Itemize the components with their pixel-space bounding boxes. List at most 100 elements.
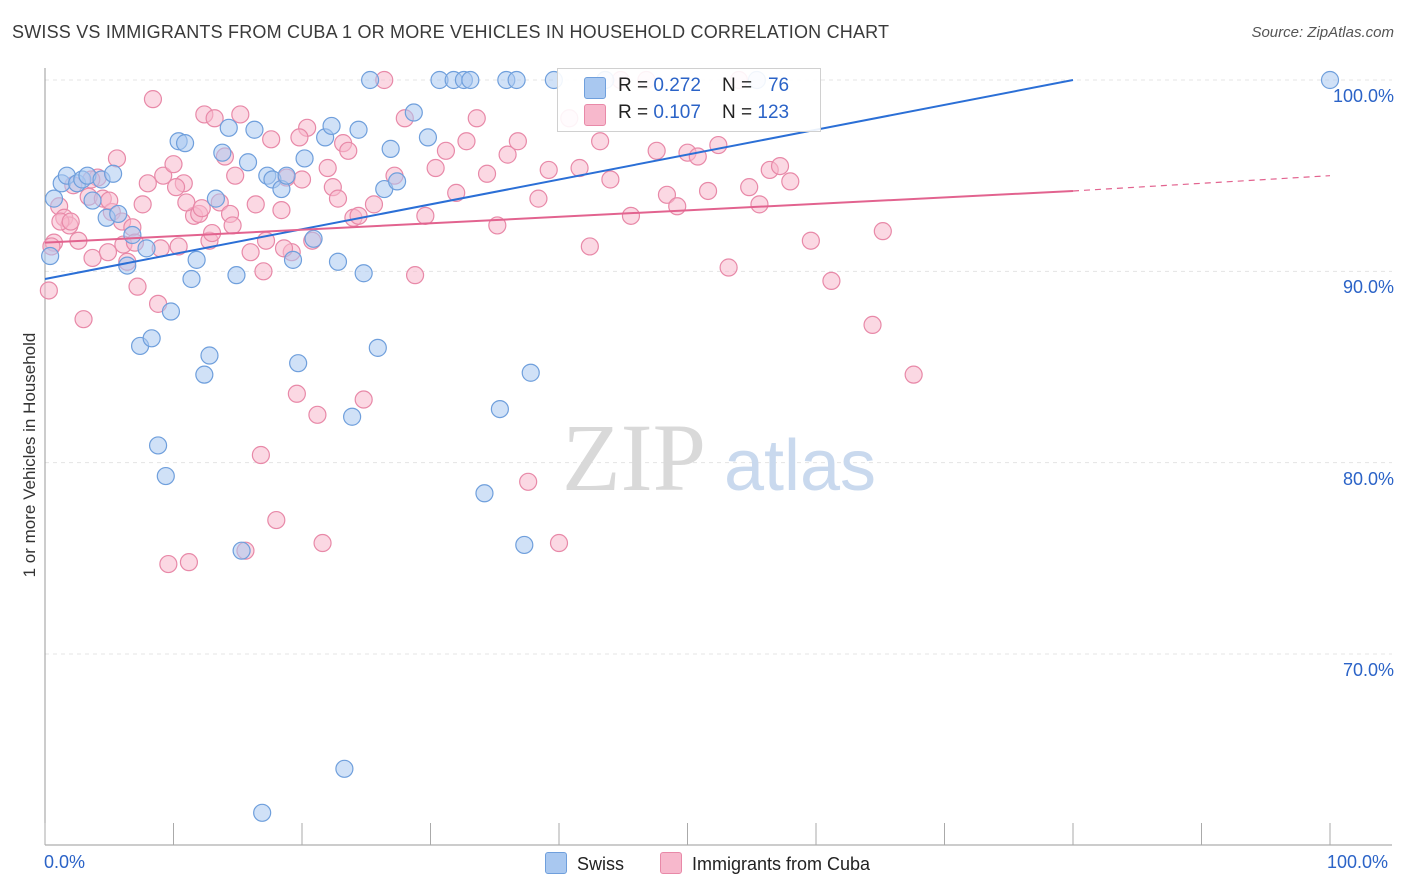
cuba-point bbox=[601, 170, 620, 189]
swiss-point bbox=[182, 269, 201, 289]
cuba-point bbox=[328, 189, 348, 208]
swiss-point bbox=[156, 466, 175, 486]
swiss-point bbox=[123, 225, 142, 245]
swiss-point bbox=[475, 484, 494, 503]
cuba-point bbox=[98, 243, 118, 262]
cuba-point bbox=[251, 445, 270, 465]
swiss-point bbox=[304, 229, 323, 248]
swiss-point bbox=[490, 399, 509, 419]
cuba-point bbox=[164, 155, 183, 174]
cuba-point bbox=[349, 206, 368, 225]
swiss-point bbox=[213, 143, 232, 162]
cuba-point bbox=[477, 164, 497, 183]
swiss-point bbox=[232, 541, 251, 560]
cuba-point bbox=[318, 158, 337, 178]
swiss-point bbox=[361, 70, 380, 90]
swiss-point bbox=[187, 250, 206, 269]
watermark-atlas: atlas bbox=[724, 426, 876, 506]
legend-item-swiss[interactable]: Swiss bbox=[545, 852, 624, 875]
cuba-point bbox=[719, 258, 738, 277]
swatch-cuba bbox=[660, 852, 682, 874]
n-value-swiss: 76 bbox=[767, 75, 790, 96]
cuba-point bbox=[292, 170, 312, 189]
n-label: N = bbox=[722, 75, 758, 96]
swiss-point bbox=[343, 407, 362, 426]
cuba-point bbox=[169, 237, 188, 256]
cuba-point bbox=[647, 141, 666, 160]
cuba-point bbox=[128, 277, 147, 296]
r-value-cuba: 0.107 bbox=[653, 102, 701, 123]
swatch-swiss bbox=[545, 852, 567, 874]
cuba-point bbox=[308, 405, 327, 424]
swiss-point bbox=[206, 189, 226, 208]
cuba-point bbox=[143, 90, 163, 109]
trend-line-cuba-extension bbox=[1072, 175, 1331, 192]
cuba-point bbox=[436, 141, 456, 160]
swiss-point bbox=[219, 118, 238, 137]
cuba-point bbox=[287, 384, 306, 403]
swatch-cuba bbox=[584, 104, 606, 126]
swiss-point bbox=[387, 172, 407, 191]
cuba-point bbox=[107, 149, 127, 168]
cuba-point bbox=[39, 281, 58, 300]
swiss-point bbox=[227, 266, 246, 285]
cuba-point bbox=[498, 145, 517, 164]
swiss-point bbox=[137, 239, 156, 258]
cuba-point bbox=[138, 174, 157, 193]
cuba-point bbox=[133, 195, 152, 214]
swiss-point bbox=[322, 116, 341, 136]
swiss-point bbox=[295, 149, 314, 168]
cuba-point bbox=[580, 237, 599, 256]
cuba-point bbox=[467, 109, 486, 128]
swiss-point bbox=[148, 436, 168, 455]
swiss-point bbox=[195, 365, 214, 384]
cuba-point bbox=[539, 160, 558, 180]
cuba-point bbox=[529, 189, 548, 208]
swiss-point bbox=[44, 189, 64, 208]
cuba-point bbox=[822, 271, 841, 290]
swiss-point bbox=[381, 139, 400, 158]
cuba-point bbox=[549, 533, 569, 553]
swiss-point bbox=[238, 153, 258, 172]
swiss-point bbox=[507, 70, 526, 90]
cuba-point bbox=[354, 390, 373, 409]
swiss-point bbox=[109, 204, 128, 224]
y-tick-label: 90.0% bbox=[1342, 277, 1394, 298]
cuba-point bbox=[192, 199, 211, 218]
cuba-point bbox=[416, 206, 435, 225]
y-tick-label: 70.0% bbox=[1342, 660, 1394, 680]
cuba-point bbox=[750, 195, 769, 214]
cuba-point bbox=[74, 310, 93, 329]
swiss-point bbox=[461, 70, 480, 90]
cuba-point bbox=[159, 554, 178, 574]
cuba-point bbox=[508, 132, 527, 151]
cuba-point bbox=[740, 178, 759, 197]
watermark-zip: ZIP bbox=[562, 404, 706, 511]
cuba-point bbox=[61, 212, 80, 231]
swiss-point bbox=[253, 803, 272, 822]
y-tick-label: 80.0% bbox=[1342, 468, 1394, 489]
cuba-point bbox=[179, 553, 199, 572]
legend-label-cuba: Immigrants from Cuba bbox=[692, 854, 871, 874]
cuba-point bbox=[290, 128, 309, 147]
r-value-swiss: 0.272 bbox=[653, 75, 701, 96]
legend-item-cuba[interactable]: Immigrants from Cuba bbox=[660, 852, 870, 875]
stats-legend: R = 0.272 N = 76 R = 0.107 N = 123 bbox=[557, 68, 821, 132]
cuba-point bbox=[364, 195, 384, 214]
swiss-point bbox=[335, 759, 354, 778]
swiss-point bbox=[418, 128, 438, 147]
swatch-swiss bbox=[584, 77, 606, 99]
x-tick-min: 0.0% bbox=[44, 852, 86, 872]
cuba-point bbox=[447, 183, 466, 202]
swiss-point bbox=[142, 329, 161, 348]
swiss-point bbox=[515, 535, 534, 555]
trend-line-cuba bbox=[44, 189, 1074, 244]
cuba-point bbox=[770, 157, 790, 176]
swiss-point bbox=[175, 134, 195, 153]
cuba-point bbox=[223, 216, 242, 235]
cuba-point bbox=[904, 365, 923, 384]
cuba-point bbox=[267, 510, 286, 530]
cuba-point bbox=[205, 109, 224, 128]
cuba-point bbox=[254, 262, 273, 281]
cuba-point bbox=[339, 141, 358, 160]
